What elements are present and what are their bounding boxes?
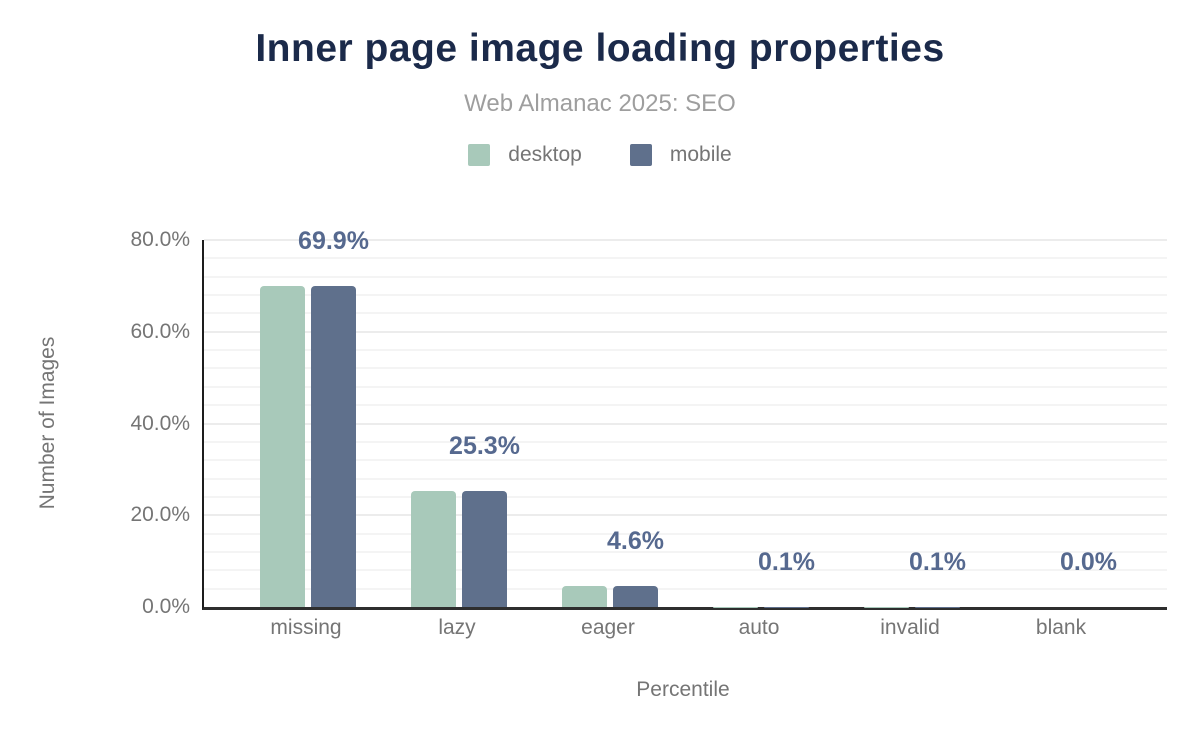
bar-desktop-eager bbox=[562, 585, 607, 607]
gridline-72 bbox=[204, 275, 1167, 278]
legend-label-mobile: mobile bbox=[669, 143, 732, 166]
desktop-swatch-icon bbox=[468, 144, 491, 166]
gridline-52 bbox=[204, 367, 1167, 370]
gridline-60 bbox=[204, 330, 1167, 333]
x-category-label-missing: missing bbox=[270, 616, 342, 639]
data-label-auto: 0.1% bbox=[758, 547, 815, 576]
gridline-24 bbox=[204, 495, 1167, 498]
gridline-32 bbox=[204, 459, 1167, 462]
gridline-68 bbox=[204, 294, 1167, 297]
x-axis-title: Percentile bbox=[636, 678, 730, 701]
gridline-64 bbox=[204, 312, 1167, 315]
legend-item-desktop: desktop bbox=[468, 143, 582, 167]
x-category-label-lazy: lazy bbox=[438, 616, 476, 639]
bar-group-lazy bbox=[384, 240, 535, 607]
gridline-16 bbox=[204, 532, 1167, 535]
y-tick-label-0: 0.0% bbox=[142, 595, 190, 618]
data-label-lazy: 25.3% bbox=[449, 431, 520, 460]
y-tick-label-80: 80.0% bbox=[130, 228, 190, 251]
x-category-label-eager: eager bbox=[581, 616, 635, 639]
gridline-40 bbox=[204, 422, 1167, 425]
legend-label-desktop: desktop bbox=[508, 143, 582, 166]
gridlines-layer bbox=[204, 239, 1167, 607]
gridline-20 bbox=[204, 514, 1167, 517]
y-tick-label-60: 60.0% bbox=[130, 319, 190, 343]
chart-subtitle: Web Almanac 2025: SEO bbox=[464, 90, 736, 117]
bar-desktop-lazy bbox=[411, 490, 456, 607]
x-category-label-invalid: invalid bbox=[880, 616, 940, 639]
gridline-80 bbox=[204, 239, 1167, 241]
bar-group-invalid bbox=[837, 240, 988, 607]
gridline-56 bbox=[204, 349, 1167, 352]
x-axis-category-labels: missing lazy eager auto invalid blank bbox=[202, 616, 1165, 640]
bar-desktop-missing bbox=[260, 286, 305, 607]
legend: desktop mobile bbox=[0, 143, 1200, 167]
mobile-swatch-icon bbox=[629, 144, 652, 166]
gridline-48 bbox=[204, 385, 1167, 388]
data-label-blank: 0.0% bbox=[1060, 548, 1117, 576]
data-label-missing: 69.9% bbox=[298, 227, 369, 256]
gridline-36 bbox=[204, 440, 1167, 443]
chart-title: Inner page image loading properties bbox=[255, 27, 945, 70]
data-label-invalid: 0.1% bbox=[909, 547, 966, 576]
legend-item-mobile: mobile bbox=[629, 143, 732, 167]
gridline-8 bbox=[204, 569, 1167, 572]
gridline-28 bbox=[204, 477, 1167, 480]
bars-layer bbox=[204, 240, 1167, 607]
gridline-76 bbox=[204, 257, 1167, 260]
bar-mobile-lazy bbox=[462, 490, 507, 607]
bar-group-auto bbox=[686, 240, 837, 607]
y-axis-tick-labels: 0.0% 20.0% 40.0% 60.0% 80.0% bbox=[0, 228, 190, 618]
bar-group-eager bbox=[535, 240, 686, 607]
x-category-label-blank: blank bbox=[1035, 616, 1087, 639]
gridline-4 bbox=[204, 587, 1167, 590]
gridline-44 bbox=[204, 404, 1167, 407]
x-category-label-auto: auto bbox=[738, 616, 780, 639]
y-tick-label-40: 40.0% bbox=[130, 411, 190, 435]
plot-area: 69.9% 25.3% 4.6% 0.1% 0.1% 0.0% bbox=[202, 227, 1167, 610]
data-labels-layer: 69.9% 25.3% 4.6% 0.1% 0.1% 0.0% bbox=[204, 227, 1167, 607]
data-label-eager: 4.6% bbox=[607, 526, 664, 555]
bar-group-missing bbox=[233, 240, 384, 607]
bar-mobile-missing bbox=[311, 286, 356, 607]
y-tick-label-20: 20.0% bbox=[130, 503, 190, 527]
gridline-12 bbox=[204, 550, 1167, 553]
bar-mobile-eager bbox=[613, 585, 658, 607]
